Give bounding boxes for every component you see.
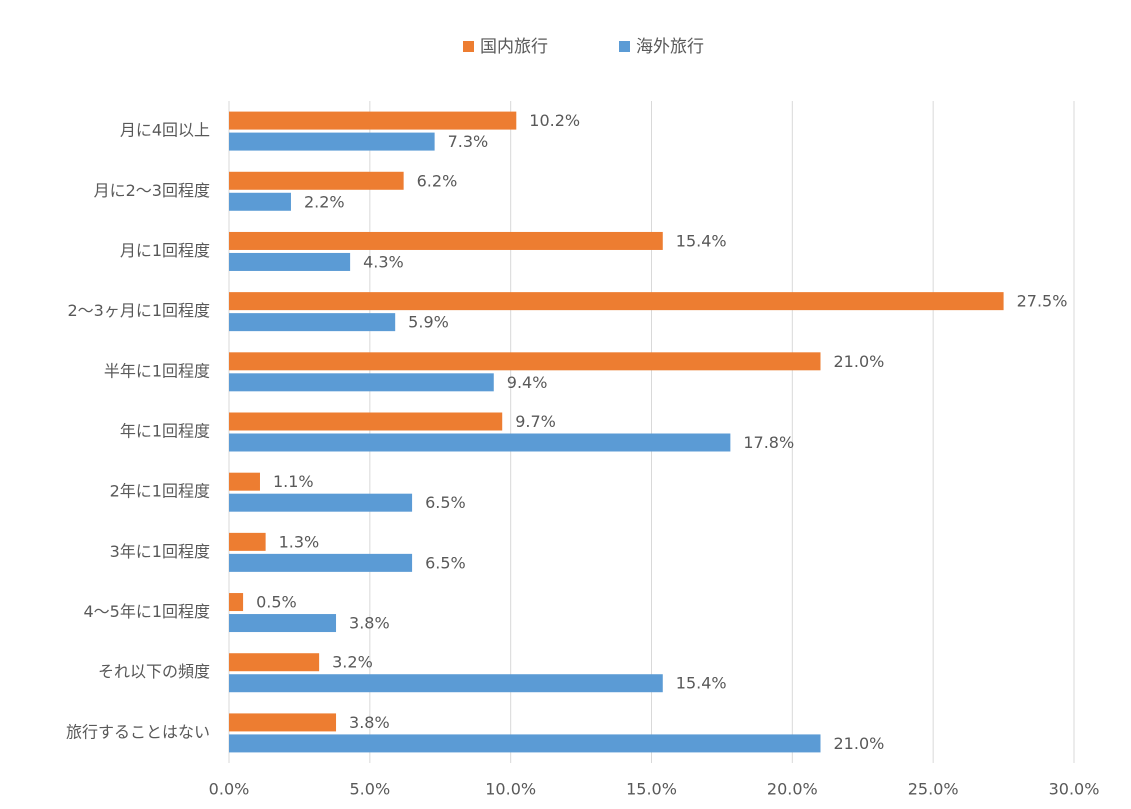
bar-domestic-travel <box>229 231 663 250</box>
bar-overseas-travel <box>229 614 337 633</box>
data-label: 6.2% <box>417 171 458 190</box>
data-label: 17.8% <box>743 433 794 452</box>
x-tick-label: 15.0% <box>626 780 677 799</box>
bar-overseas-travel <box>229 192 291 211</box>
x-tick-label: 5.0% <box>350 780 391 799</box>
bar-domestic-travel <box>229 292 1004 311</box>
category-label: 2年に1回程度 <box>110 482 210 501</box>
data-labels: 10.2% 7.3% 6.2% 2.2% 15.4% 4.3% 27.5% 5.9% 21.0%… <box>256 111 1067 753</box>
category-label: 3年に1回程度 <box>110 542 210 561</box>
data-label: 15.4% <box>676 674 727 693</box>
bar-domestic-travel <box>229 713 337 732</box>
category-label: 4〜5年に1回程度 <box>83 602 210 621</box>
data-label: 3.8% <box>349 713 390 732</box>
category-label: それ以下の頻度 <box>98 662 210 681</box>
category-label: 月に1回程度 <box>120 241 210 260</box>
category-label: 月に4回以上 <box>120 121 210 140</box>
data-label: 1.3% <box>279 532 320 551</box>
category-label: 2〜3ヶ月に1回程度 <box>67 301 210 320</box>
category-label: 月に2〜3回程度 <box>94 181 210 200</box>
bar-overseas-travel <box>229 493 413 512</box>
x-tick-label: 10.0% <box>485 780 536 799</box>
data-label: 9.7% <box>515 412 556 431</box>
data-label: 3.8% <box>349 614 390 633</box>
data-label: 6.5% <box>425 553 466 572</box>
data-label: 21.0% <box>834 734 885 753</box>
bar-overseas-travel <box>229 734 821 753</box>
bar-overseas-travel <box>229 553 413 572</box>
bar-domestic-travel <box>229 352 821 371</box>
data-label: 27.5% <box>1017 292 1068 311</box>
bar-overseas-travel <box>229 313 396 332</box>
bars <box>229 111 1004 753</box>
data-label: 6.5% <box>425 493 466 512</box>
bar-overseas-travel <box>229 252 351 271</box>
bar-overseas-travel <box>229 373 494 392</box>
bar-overseas-travel <box>229 674 663 693</box>
data-label: 2.2% <box>304 192 345 211</box>
data-label: 1.1% <box>273 472 314 491</box>
category-label: 半年に1回程度 <box>104 361 210 380</box>
data-label: 3.2% <box>332 653 373 672</box>
x-tick-label: 20.0% <box>767 780 818 799</box>
bar-domestic-travel <box>229 653 320 672</box>
bar-overseas-travel <box>229 132 435 151</box>
x-tick-label: 25.0% <box>908 780 959 799</box>
legend-swatch <box>463 41 474 52</box>
bar-domestic-travel <box>229 472 260 491</box>
legend-label: 海外旅行 <box>636 37 704 57</box>
data-label: 15.4% <box>676 231 727 250</box>
category-label: 年に1回程度 <box>120 422 210 441</box>
chart-plot: 0.0% 5.0% 10.0% 15.0% 20.0% 25.0% 30.0%月に4回以上月… <box>66 101 1099 799</box>
x-tick-label: 30.0% <box>1049 780 1100 799</box>
bar-domestic-travel <box>229 532 266 551</box>
category-label: 旅行することはない <box>66 722 210 741</box>
legend-label: 国内旅行 <box>480 37 548 57</box>
data-label: 21.0% <box>834 352 885 371</box>
legend-swatch <box>619 41 630 52</box>
bar-overseas-travel <box>229 433 731 452</box>
legend-item-overseas-travel: 海外旅行 <box>619 37 704 57</box>
bar-domestic-travel <box>229 171 404 190</box>
legend-item-domestic-travel: 国内旅行 <box>463 37 548 57</box>
legend: 国内旅行 海外旅行 <box>463 37 704 57</box>
x-axis-ticks: 0.0% 5.0% 10.0% 15.0% 20.0% 25.0% 30.0% <box>209 780 1100 799</box>
x-tick-label: 0.0% <box>209 780 250 799</box>
data-label: 0.5% <box>256 593 297 612</box>
data-label: 9.4% <box>507 373 548 392</box>
data-label: 7.3% <box>448 132 489 151</box>
bar-domestic-travel <box>229 593 244 612</box>
gridlines <box>228 101 1075 763</box>
data-label: 10.2% <box>529 111 580 130</box>
data-label: 4.3% <box>363 252 404 271</box>
bar-domestic-travel <box>229 412 503 431</box>
bar-domestic-travel <box>229 111 517 130</box>
data-label: 5.9% <box>408 313 449 332</box>
